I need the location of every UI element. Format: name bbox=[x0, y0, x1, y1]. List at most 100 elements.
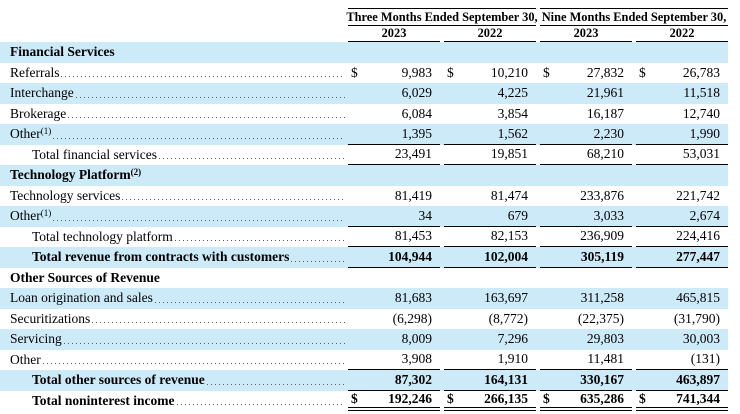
value-cell: 81,683 bbox=[348, 288, 440, 309]
value-text: (131) bbox=[690, 351, 720, 367]
dot-leader bbox=[53, 124, 345, 145]
value-text: (22,375) bbox=[577, 310, 624, 326]
value-cell: 102,004 bbox=[444, 247, 536, 268]
value-text: 8,009 bbox=[401, 331, 432, 347]
value-text: 277,447 bbox=[676, 248, 720, 264]
dot-leader bbox=[122, 185, 345, 206]
dollar-sign: $ bbox=[543, 390, 550, 406]
row-label: Total financial services bbox=[0, 144, 348, 165]
value-text: 266,135 bbox=[484, 390, 528, 406]
value-cell: 34 bbox=[348, 206, 440, 227]
row-label-text: Other(1) bbox=[10, 208, 52, 224]
value-cell: 81,453 bbox=[348, 227, 440, 247]
row-label: Total noninterest income bbox=[0, 390, 348, 411]
value-cell: 3,033 bbox=[540, 206, 632, 227]
value-cell: 12,740 bbox=[636, 104, 728, 125]
value-cell: $741,344 bbox=[636, 390, 728, 411]
value-cell: $9,983 bbox=[348, 63, 440, 84]
value-cell: 6,029 bbox=[348, 83, 440, 104]
footnote-ref: (2) bbox=[130, 167, 142, 178]
value-text: 192,246 bbox=[388, 390, 432, 406]
value-cell bbox=[348, 268, 440, 289]
row-label-text: Total noninterest income bbox=[32, 392, 175, 408]
row-label-text: Brokerage bbox=[10, 105, 67, 121]
dollar-sign: $ bbox=[351, 390, 358, 406]
row-label: Interchange bbox=[0, 83, 348, 104]
value-cell: 463,897 bbox=[636, 370, 728, 391]
value-cell: $10,210 bbox=[444, 63, 536, 84]
dot-leader bbox=[61, 62, 345, 83]
dot-leader bbox=[291, 247, 345, 268]
row-label-text: Total technology platform bbox=[32, 228, 173, 244]
value-text: 6,029 bbox=[401, 85, 432, 101]
col-group-label: Nine Months Ended September 30, bbox=[541, 9, 727, 24]
value-cell bbox=[348, 42, 440, 63]
value-text: 221,742 bbox=[676, 187, 720, 203]
footnote-ref: (1) bbox=[40, 126, 52, 137]
value-cell: 311,258 bbox=[540, 288, 632, 309]
value-text: (31,790) bbox=[673, 310, 720, 326]
value-cell: (131) bbox=[636, 350, 728, 370]
section-row: Technology Platform(2) bbox=[0, 165, 728, 186]
value-cell: 679 bbox=[444, 206, 536, 227]
table-row: Other 3,908 1,910 11,481 (131) bbox=[0, 349, 728, 370]
value-cell: 3,908 bbox=[348, 350, 440, 370]
dot-leader bbox=[92, 308, 345, 329]
value-text: 34 bbox=[418, 207, 433, 223]
row-label: Other Sources of Revenue bbox=[0, 268, 348, 289]
dot-leader bbox=[206, 370, 345, 391]
value-text: (8,772) bbox=[488, 310, 528, 326]
dollar-sign: $ bbox=[543, 64, 550, 80]
table-body: Financial Services Referrals $9,983 $10,210… bbox=[0, 42, 728, 411]
value-text: 4,225 bbox=[497, 85, 528, 101]
value-cell: $27,832 bbox=[540, 63, 632, 84]
value-text: 1,910 bbox=[497, 351, 528, 367]
value-cell: 1,562 bbox=[444, 124, 536, 145]
value-cell: (22,375) bbox=[540, 309, 632, 330]
value-cell bbox=[444, 268, 536, 289]
value-cell: $192,246 bbox=[348, 390, 440, 411]
row-label-text: Financial Services bbox=[10, 44, 115, 60]
value-cell: 221,742 bbox=[636, 186, 728, 207]
value-cell: 164,131 bbox=[444, 370, 536, 391]
value-cell: $266,135 bbox=[444, 390, 536, 411]
value-text: 30,003 bbox=[682, 331, 720, 347]
dollar-sign: $ bbox=[639, 390, 646, 406]
row-label: Loan origination and sales bbox=[0, 288, 348, 309]
dot-leader bbox=[53, 206, 345, 227]
table-row: Securitizations (6,298) (8,772) (22,375) (31… bbox=[0, 308, 728, 330]
value-cell: 2,230 bbox=[540, 124, 632, 145]
value-text: 19,851 bbox=[490, 146, 528, 162]
value-cell: 104,944 bbox=[348, 247, 440, 268]
value-cell: 236,909 bbox=[540, 227, 632, 247]
label-column-spacer bbox=[0, 8, 348, 26]
row-label: Total other sources of revenue bbox=[0, 370, 348, 391]
value-cell: 1,990 bbox=[636, 124, 728, 145]
year-header-2022-ytd: 2022 bbox=[636, 26, 728, 42]
value-cell bbox=[540, 268, 632, 289]
value-text: 236,909 bbox=[580, 228, 624, 244]
value-cell: 7,296 bbox=[444, 329, 536, 350]
value-cell: 87,302 bbox=[348, 370, 440, 391]
section-row: Financial Services bbox=[0, 42, 728, 63]
footnote-ref: (1) bbox=[40, 208, 52, 219]
value-text: 6,084 bbox=[401, 105, 432, 121]
value-text: 3,908 bbox=[401, 351, 432, 367]
value-text: 233,876 bbox=[580, 187, 624, 203]
table-row: Technology services 81,419 81,474 233,876 22… bbox=[0, 185, 728, 207]
dot-leader bbox=[176, 390, 345, 411]
value-text: 635,286 bbox=[580, 390, 624, 406]
value-text: 330,167 bbox=[580, 371, 624, 387]
period-group-header-row: Three Months Ended September 30, Nine Mo… bbox=[0, 8, 728, 26]
table-row: Loan origination and sales 81,683 163,697 3… bbox=[0, 288, 728, 309]
dot-leader bbox=[63, 329, 345, 350]
row-label: Servicing bbox=[0, 329, 348, 350]
value-text: 679 bbox=[507, 207, 528, 223]
row-label-text: Servicing bbox=[10, 331, 62, 347]
row-label: Other(1) bbox=[0, 206, 348, 227]
value-text: 305,119 bbox=[580, 248, 624, 264]
value-text: 104,944 bbox=[388, 248, 432, 264]
value-cell: $635,286 bbox=[540, 390, 632, 411]
value-text: 102,004 bbox=[484, 248, 528, 264]
table-row: Total other sources of revenue 87,302 164,… bbox=[0, 370, 728, 391]
